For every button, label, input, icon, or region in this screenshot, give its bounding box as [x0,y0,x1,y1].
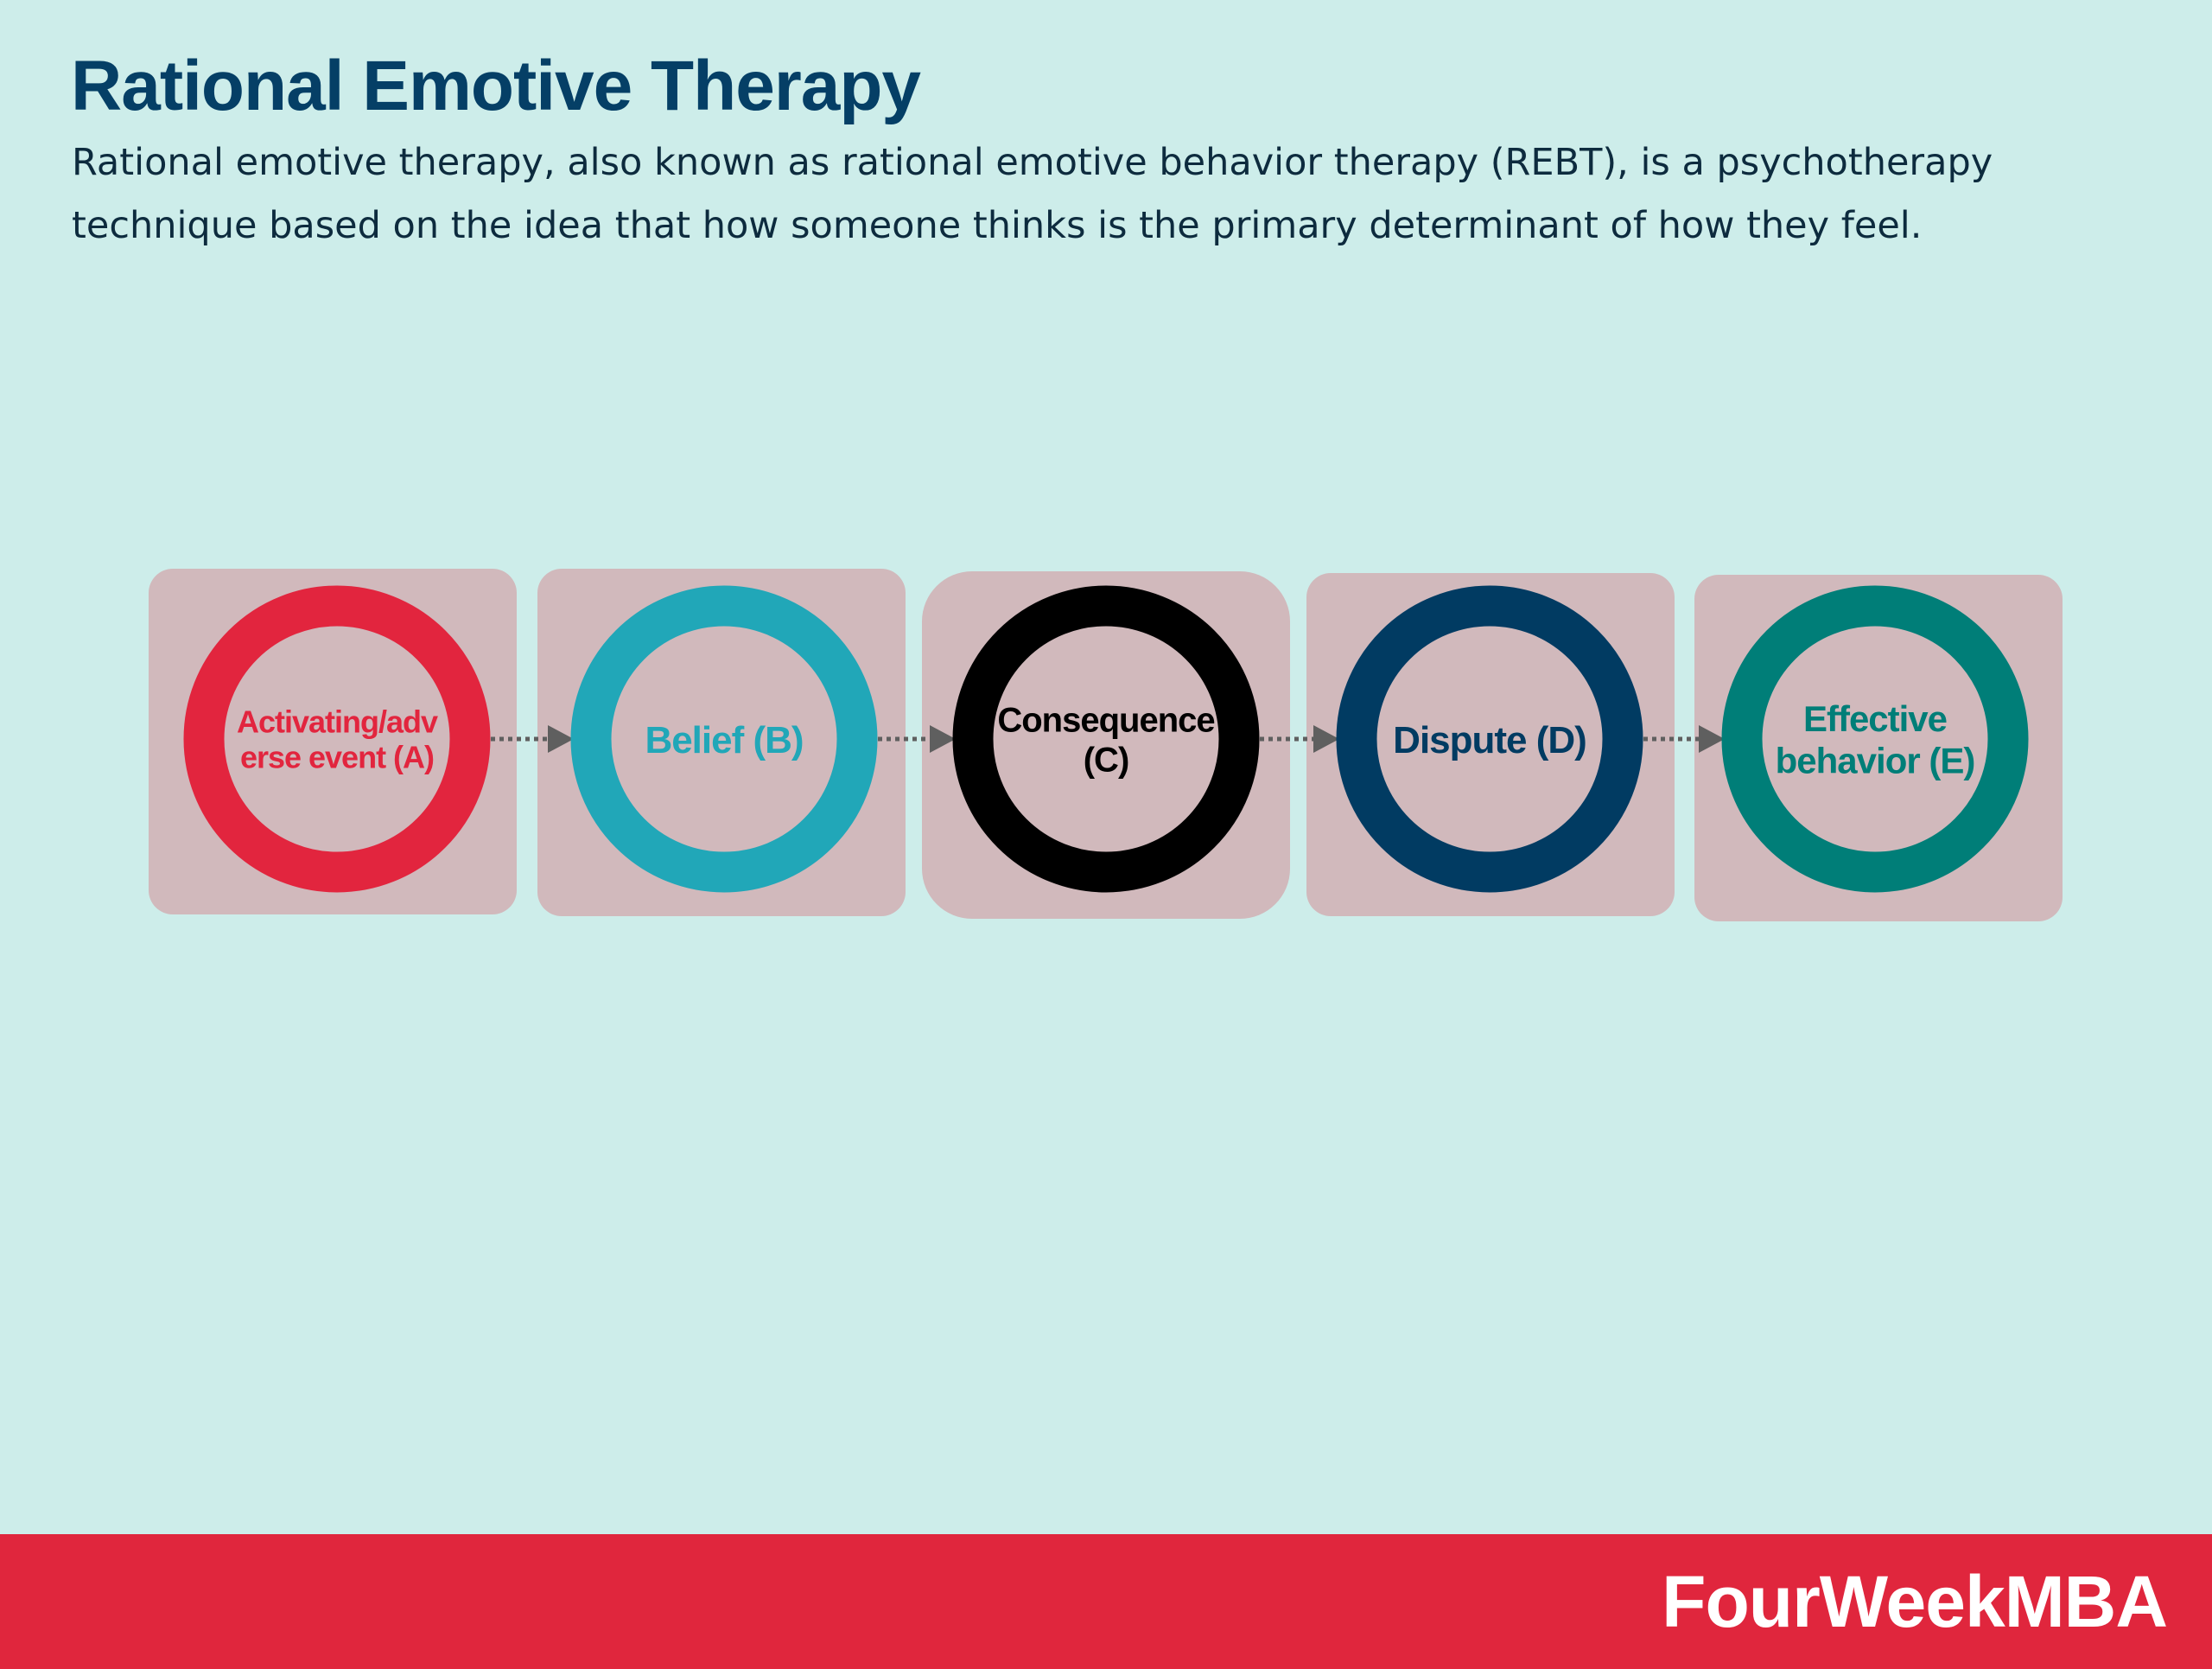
footer-banner: FourWeekMBA [0,1534,2212,1669]
step-label-effective-behavior-e: Effective behavior (E) [1776,698,1975,780]
step-ring-consequence-c [952,585,1260,893]
connector-arrow-1 [491,725,574,753]
step-label-consequence-c: Consequence (C) [997,701,1214,779]
step-ring-effective-behavior-e [1721,585,2029,893]
connector-arrow-3 [1260,725,1339,753]
page-description: Rational emotive therapy, also known as … [72,141,1993,247]
step-ring-belief-b [570,585,878,893]
step-label-belief-b: Belief (B) [645,719,803,761]
step-label-activating-adv-erse-event-a: Activating/adv erse event (A) [237,704,438,774]
brand-logo: FourWeekMBA [1662,1561,2168,1642]
step-nodes: Activating/adv erse event (A) Belief (B) Co… [183,585,2029,893]
step-ring-dispute-d [1336,585,1643,893]
step-label-dispute-d: Dispute (D) [1393,719,1586,761]
step-connectors [491,725,1725,753]
page-title: Rational Emotive Therapy [71,47,921,125]
step-ring-activating-adv-erse-event-a [183,585,491,893]
connector-arrow-2 [878,725,956,753]
connector-arrow-4 [1643,725,1725,753]
